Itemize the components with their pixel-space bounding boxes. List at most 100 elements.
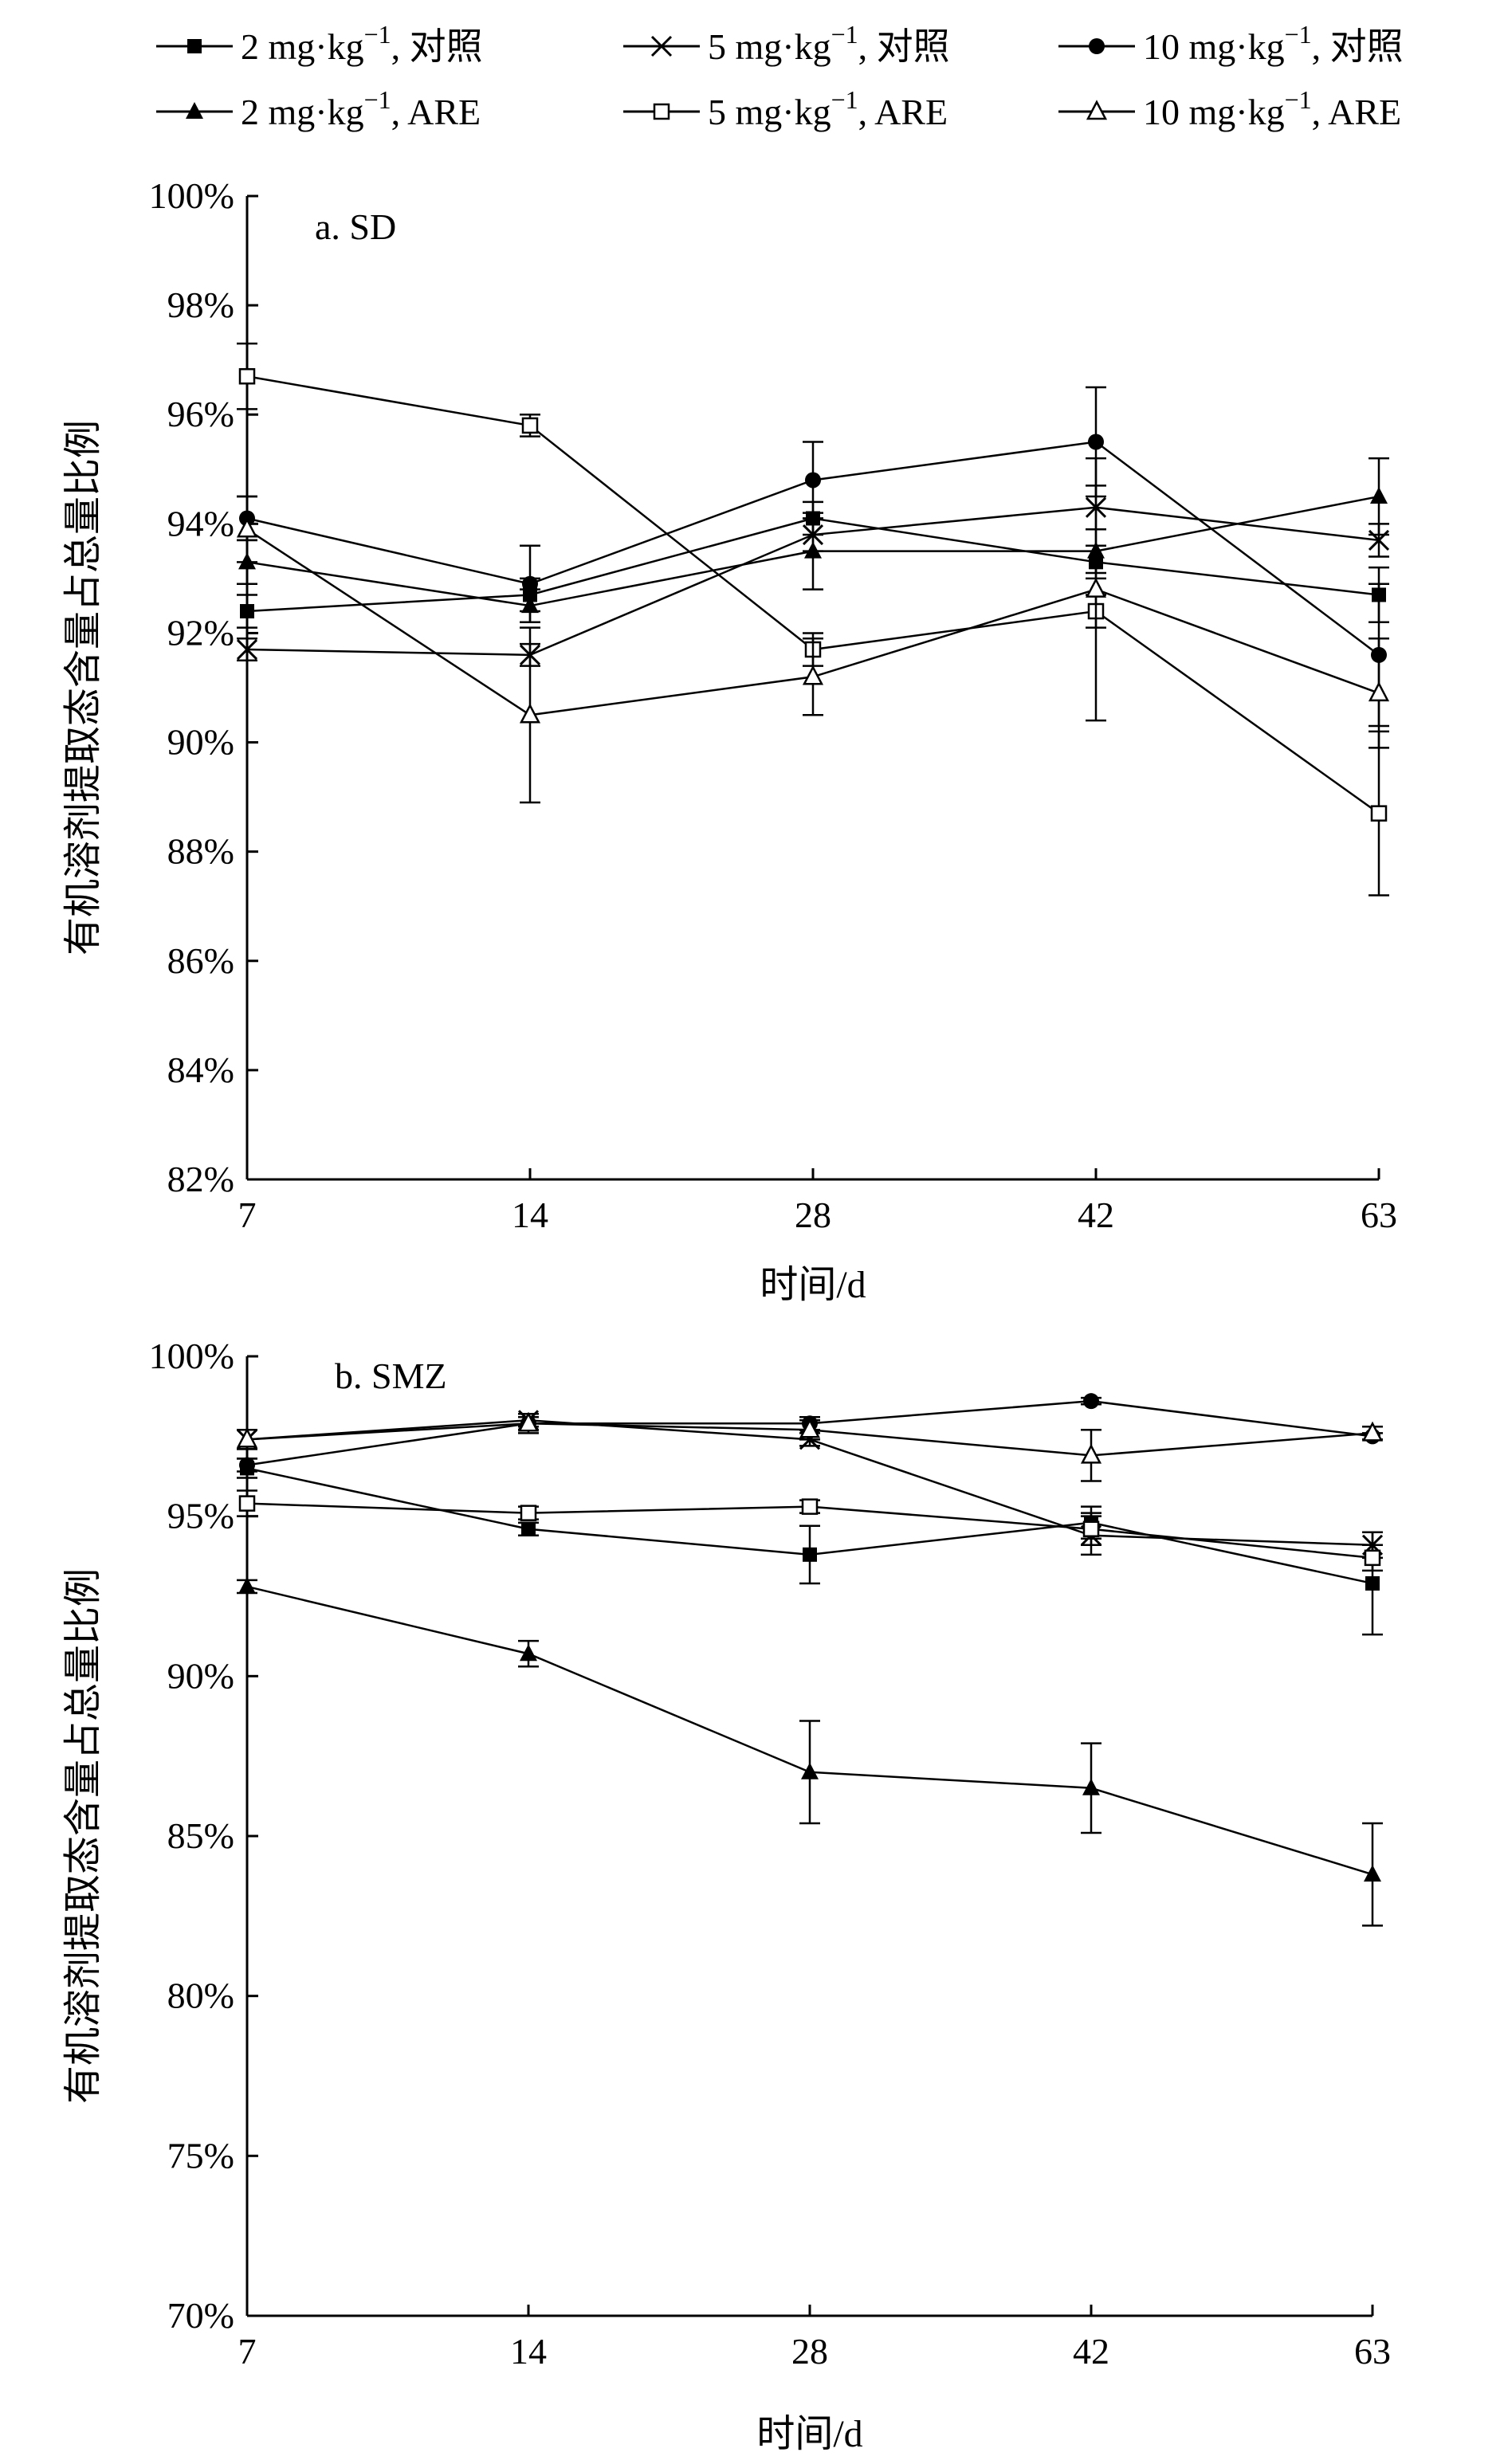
data-point-shape (521, 1521, 536, 1536)
data-point (521, 417, 539, 434)
y-tick-label: 100% (149, 175, 234, 216)
data-point (239, 1457, 255, 1473)
legend-label: 2 mg·kg−1, 对照 (241, 20, 483, 67)
legend-item-s5: 5 mg·kg−1, ARE (623, 85, 948, 132)
data-point-shape (236, 517, 258, 538)
data-point (1080, 1443, 1102, 1464)
y-tick-label: 98% (167, 284, 234, 325)
legend-marker-shape (1086, 100, 1108, 120)
x-axis-label: 时间/d (760, 1264, 866, 1306)
x-axis-label: 时间/d (756, 2413, 862, 2455)
series-s6 (236, 457, 1390, 804)
data-point (236, 638, 258, 661)
y-axis-label: 有机溶剂提取态含量占总量比例 (61, 420, 105, 955)
legend-label-sup: −1 (1285, 85, 1312, 114)
data-point (1082, 1778, 1100, 1795)
series-s3 (237, 386, 1389, 728)
data-point-shape (1364, 1865, 1381, 1882)
legend-marker-shape (186, 102, 203, 119)
data-point (804, 541, 822, 559)
data-point (236, 517, 258, 538)
y-tick-label: 70% (167, 2295, 234, 2336)
data-point (801, 1762, 819, 1779)
legend-label-main: 10 mg·kg (1143, 26, 1285, 67)
data-point-shape (517, 1411, 540, 1432)
y-tick-label: 95% (167, 1496, 234, 1536)
y-tick-label: 88% (167, 831, 234, 872)
data-point-shape (1083, 1393, 1099, 1410)
series-s5 (237, 342, 1389, 897)
legend-marker-shape (187, 39, 202, 53)
data-point (517, 1411, 540, 1432)
legend-marker-shape (1089, 38, 1105, 54)
legend-label-sup: −1 (364, 85, 391, 114)
x-tick-label: 14 (510, 2331, 547, 2372)
x-tick-label: 63 (1361, 1195, 1397, 1235)
y-tick-label: 94% (167, 503, 234, 543)
data-point-shape (520, 1644, 537, 1662)
y-tick-label: 84% (167, 1050, 234, 1090)
legend-label-sup: −1 (831, 85, 858, 114)
data-point-shape (804, 541, 822, 559)
data-point (521, 596, 539, 614)
legend-marker (653, 103, 670, 120)
x-tick-label: 42 (1073, 2331, 1109, 2372)
data-point (1370, 805, 1388, 822)
legend-item-s3: 10 mg·kg−1, 对照 (1058, 20, 1404, 67)
data-point (1083, 1393, 1099, 1410)
series-s1 (237, 1458, 1383, 1636)
y-tick-label: 90% (167, 722, 234, 763)
legend-label-suffix: , 对照 (391, 26, 483, 67)
x-tick-label: 14 (512, 1195, 548, 1235)
legend-label-main: 5 mg·kg (708, 26, 831, 67)
data-point (799, 1418, 821, 1438)
legend-label-sup: −1 (1285, 20, 1312, 49)
data-point (520, 1644, 537, 1662)
data-point-shape (799, 1418, 821, 1438)
legend-label: 2 mg·kg−1, ARE (241, 85, 481, 132)
panel-sd: 82% 84% 86% 88% 90% 92% 94% 96% 98% 100% 7 14 28 42 63… (61, 175, 1397, 1306)
panel-title: a. SD (315, 206, 396, 247)
series-s6 (236, 1411, 1384, 1482)
data-point (1364, 1865, 1381, 1882)
data-point-shape (1370, 805, 1388, 822)
y-tick-label: 85% (167, 1815, 234, 1856)
data-point (238, 367, 256, 385)
legend-label-main: 2 mg·kg (241, 92, 364, 132)
series-s5 (237, 1489, 1383, 1572)
legend-label-suffix: , ARE (858, 92, 948, 132)
data-point-stroke-b (236, 638, 258, 661)
x-tick-label: 63 (1354, 2331, 1391, 2372)
y-tick-label: 96% (167, 394, 234, 434)
series-s4 (237, 1576, 1383, 1927)
data-point (1082, 1520, 1100, 1537)
legend-label-sup: −1 (831, 20, 858, 49)
data-point (1368, 681, 1390, 702)
data-point-shape (238, 367, 256, 385)
data-point-shape (239, 1457, 255, 1473)
legend-marker (186, 102, 203, 119)
x-tick-label: 7 (238, 1195, 257, 1235)
data-point (1088, 434, 1104, 450)
legend-marker (1086, 100, 1108, 120)
data-point-shape (1365, 1575, 1380, 1591)
legend-marker-shape (653, 103, 670, 120)
data-point-shape (238, 1495, 256, 1512)
legend-label: 10 mg·kg−1, 对照 (1143, 20, 1404, 67)
legend-label-suffix: , ARE (1312, 92, 1401, 132)
data-point (522, 575, 538, 592)
data-point-shape (1370, 487, 1388, 504)
y-tick-label: 86% (167, 940, 234, 981)
legend-label-main: 10 mg·kg (1143, 92, 1285, 132)
data-point-shape (1085, 577, 1107, 598)
data-point-shape (522, 575, 538, 592)
legend-label-suffix: , 对照 (858, 26, 950, 67)
data-point (1365, 1575, 1380, 1591)
data-point (521, 1521, 536, 1536)
y-tick-label: 100% (149, 1336, 234, 1376)
x-tick-label: 42 (1078, 1195, 1114, 1235)
data-point (805, 472, 821, 488)
data-point-shape (801, 1762, 819, 1779)
legend-marker (187, 39, 202, 53)
